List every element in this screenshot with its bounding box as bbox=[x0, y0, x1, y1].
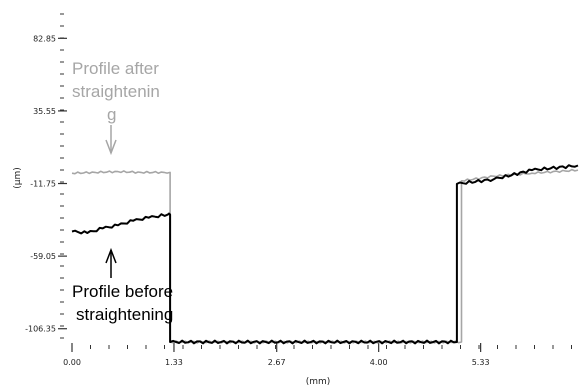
y-tick-label: 82.85 bbox=[33, 34, 56, 43]
x-tick-label: 5.33 bbox=[472, 358, 490, 367]
y-axis-title: (µm) bbox=[13, 167, 23, 189]
y-tick-label: 35.55 bbox=[33, 107, 56, 116]
series-line-before bbox=[71, 164, 579, 345]
x-tick-label: 1.33 bbox=[165, 358, 183, 367]
y-tick-label: -11.75 bbox=[30, 180, 56, 189]
y-tick-label: -106.35 bbox=[25, 325, 56, 334]
x-axis: 0.00 1.33 2.67 4.00 5.33 bbox=[63, 343, 572, 367]
annotation-after-line1: Profile after bbox=[72, 59, 159, 78]
annotation-before-line1: Profile before bbox=[72, 282, 173, 301]
annotation-after-line2: straightenin bbox=[72, 82, 160, 101]
series-layer bbox=[71, 164, 579, 345]
x-tick-label: 0.00 bbox=[63, 358, 81, 367]
x-tick-label: 2.67 bbox=[268, 358, 286, 367]
annotation-after-line3: g bbox=[107, 105, 116, 124]
x-axis-title: (mm) bbox=[306, 377, 331, 387]
x-tick-label: 4.00 bbox=[370, 358, 388, 367]
y-axis: 82.85 35.55 -11.75 -59.05 -106.35 bbox=[25, 13, 67, 339]
annotation-after-arrow-icon bbox=[105, 125, 117, 156]
annotation-before-arrow-icon bbox=[105, 247, 117, 278]
y-tick-label: -59.05 bbox=[30, 252, 56, 261]
annotation-before-line2: straightening bbox=[76, 305, 173, 324]
